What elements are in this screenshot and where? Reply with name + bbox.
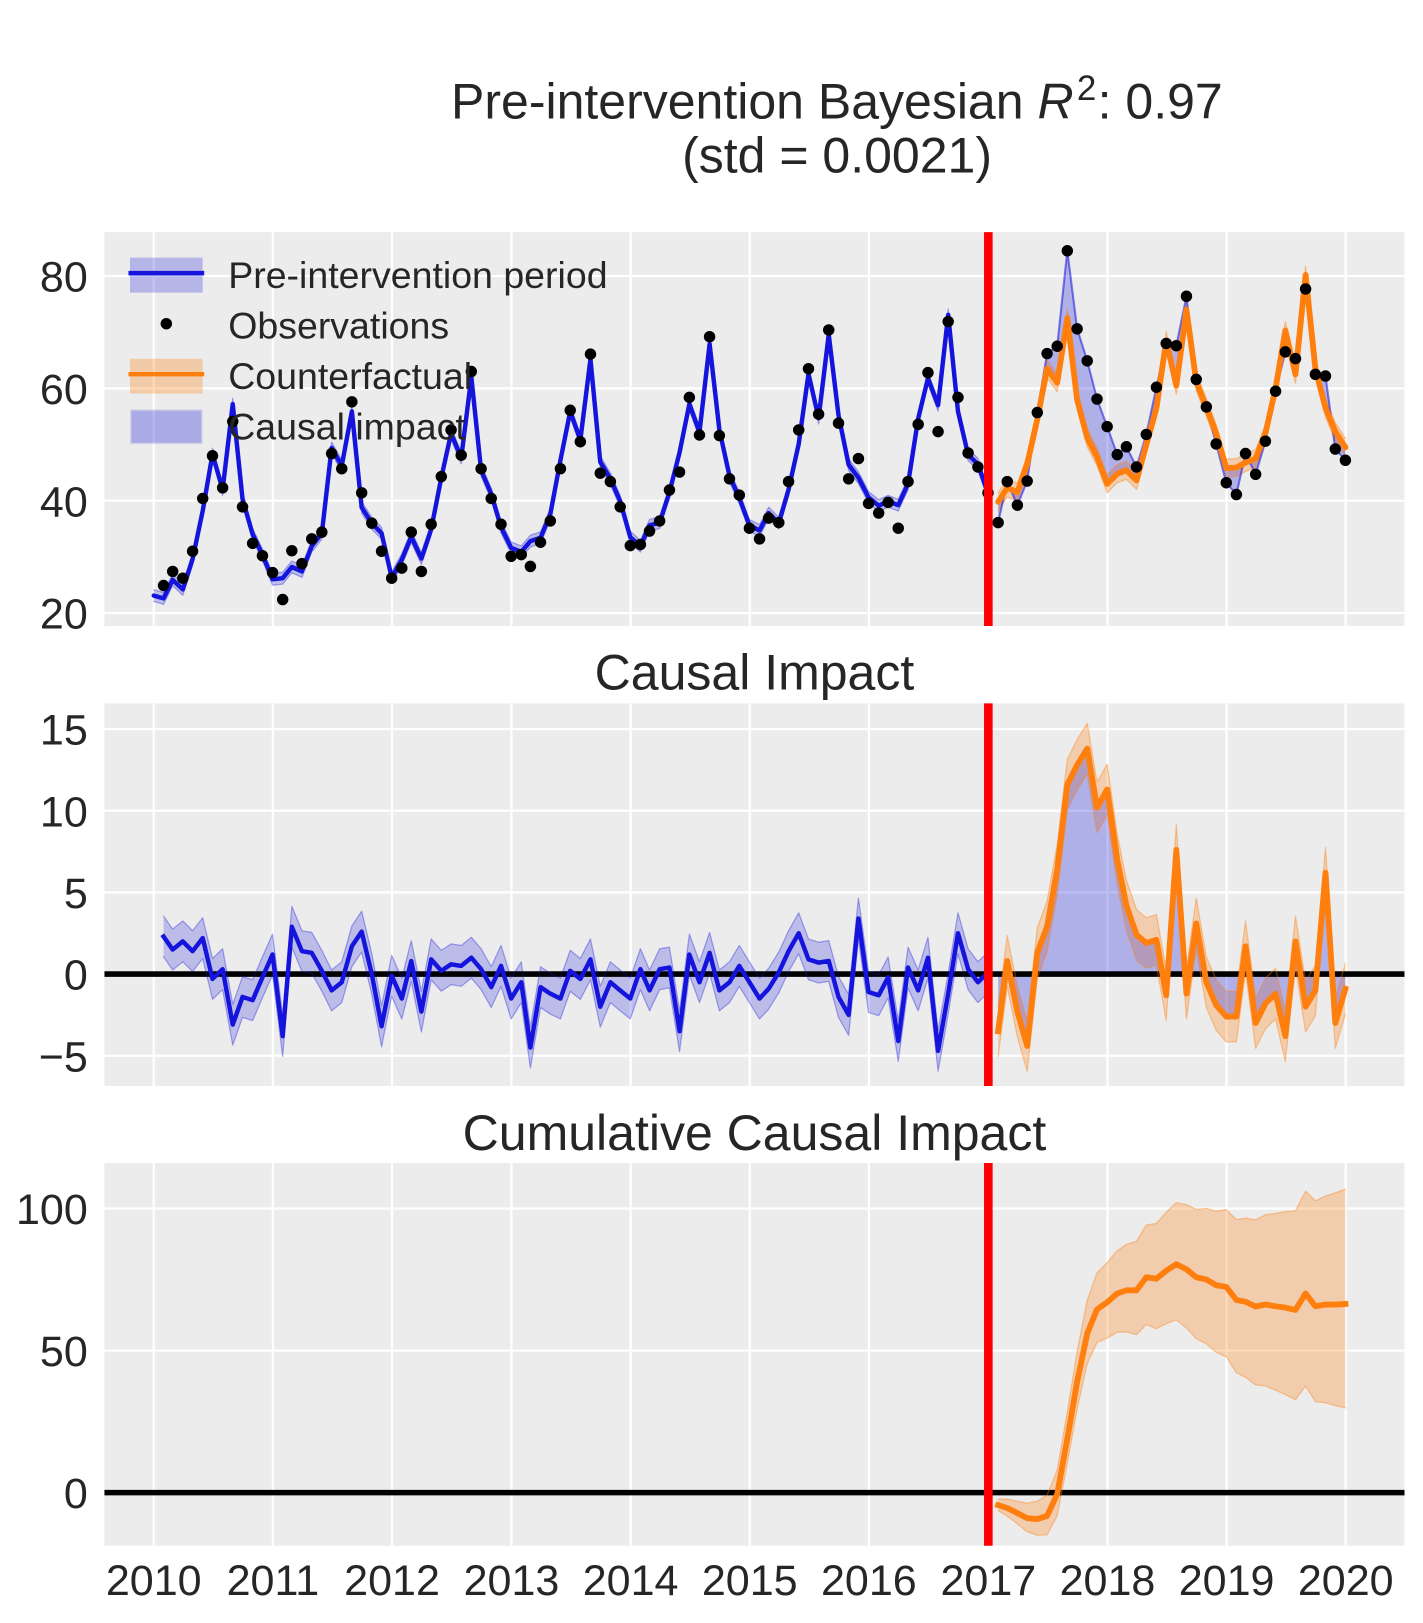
- svg-text:2017: 2017: [940, 1557, 1036, 1605]
- svg-text:2020: 2020: [1298, 1557, 1394, 1605]
- svg-text:2012: 2012: [344, 1557, 440, 1605]
- svg-text:2019: 2019: [1179, 1557, 1275, 1605]
- svg-text:2015: 2015: [702, 1557, 798, 1605]
- svg-text:Causal impact: Causal impact: [228, 406, 466, 448]
- svg-text:(std = 0.0021): (std = 0.0021): [682, 127, 992, 183]
- svg-text:2016: 2016: [821, 1557, 917, 1605]
- svg-text:Causal Impact: Causal Impact: [595, 645, 915, 701]
- svg-text:100: 100: [16, 1186, 88, 1234]
- svg-text:20: 20: [40, 591, 88, 639]
- svg-text:0: 0: [64, 1470, 88, 1518]
- svg-text:−5: −5: [39, 1033, 88, 1081]
- svg-text:Pre-intervention period: Pre-intervention period: [228, 254, 607, 296]
- svg-text:10: 10: [40, 788, 88, 836]
- svg-text:2011: 2011: [227, 1557, 320, 1605]
- svg-text:40: 40: [40, 478, 88, 526]
- svg-text:60: 60: [40, 366, 88, 414]
- svg-text:15: 15: [40, 707, 88, 755]
- svg-text:80: 80: [40, 254, 88, 302]
- svg-text:5: 5: [64, 870, 88, 918]
- svg-text:Counterfactual: Counterfactual: [228, 355, 472, 397]
- svg-text:2014: 2014: [583, 1557, 679, 1605]
- svg-text:0: 0: [64, 952, 88, 1000]
- svg-text:Cumulative Causal Impact: Cumulative Causal Impact: [463, 1105, 1047, 1161]
- svg-text:Observations: Observations: [228, 304, 449, 346]
- svg-text:2018: 2018: [1060, 1557, 1156, 1605]
- svg-text:P r e -: P r e - i n t e r v e n t i o n B a y e …: [451, 69, 1229, 129]
- svg-text:50: 50: [40, 1328, 88, 1376]
- svg-text:2010: 2010: [106, 1557, 202, 1605]
- svg-text:2013: 2013: [464, 1557, 560, 1605]
